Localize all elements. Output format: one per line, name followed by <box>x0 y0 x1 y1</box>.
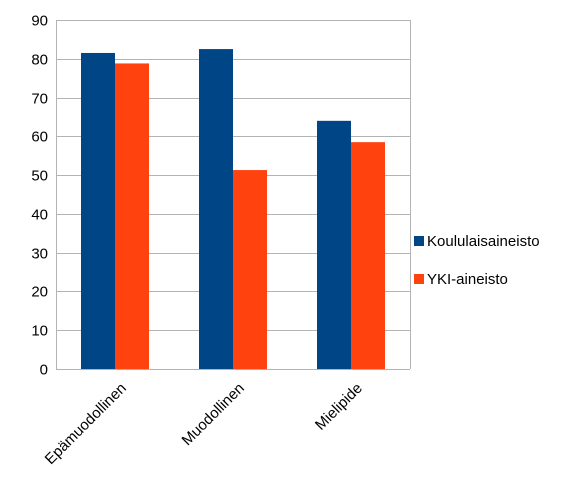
y-tick-label: 50 <box>31 168 48 185</box>
x-tick-labels: Epämuodollinen Muodollinen Mielipide <box>42 380 366 468</box>
bar-yki-aineisto-mielipide <box>351 142 385 369</box>
legend-swatch-koululaisaineisto <box>414 236 424 246</box>
y-tick-label: 20 <box>31 284 48 301</box>
y-tick-label: 80 <box>31 52 48 69</box>
bar-koululaisaineisto-muodollinen <box>199 49 233 369</box>
bars <box>81 49 385 369</box>
plot-frame <box>56 20 411 369</box>
y-tick-labels: 0 10 20 30 40 50 60 70 80 90 <box>31 13 48 379</box>
y-tick-label: 90 <box>31 13 48 30</box>
y-tick-label: 70 <box>31 91 48 108</box>
legend: Koululaisaineisto YKI-aineisto <box>414 233 540 288</box>
legend-label: Koululaisaineisto <box>427 233 540 250</box>
x-tick-label: Mielipide <box>312 380 366 434</box>
x-tick-label: Muodollinen <box>179 380 248 449</box>
x-tick-label: Epämuodollinen <box>42 380 130 468</box>
bar-koululaisaineisto-epämuodollinen <box>81 52 115 369</box>
legend-swatch-yki-aineisto <box>414 274 424 284</box>
y-tick-label: 30 <box>31 246 48 263</box>
y-tick-label: 0 <box>40 362 48 379</box>
y-tick-label: 10 <box>31 323 48 340</box>
bar-yki-aineisto-muodollinen <box>233 170 267 369</box>
y-tick-label: 40 <box>31 207 48 224</box>
bar-koululaisaineisto-mielipide <box>317 120 351 369</box>
legend-label: YKI-aineisto <box>427 271 508 288</box>
y-tick-label: 60 <box>31 129 48 146</box>
bar-yki-aineisto-epämuodollinen <box>115 63 149 369</box>
